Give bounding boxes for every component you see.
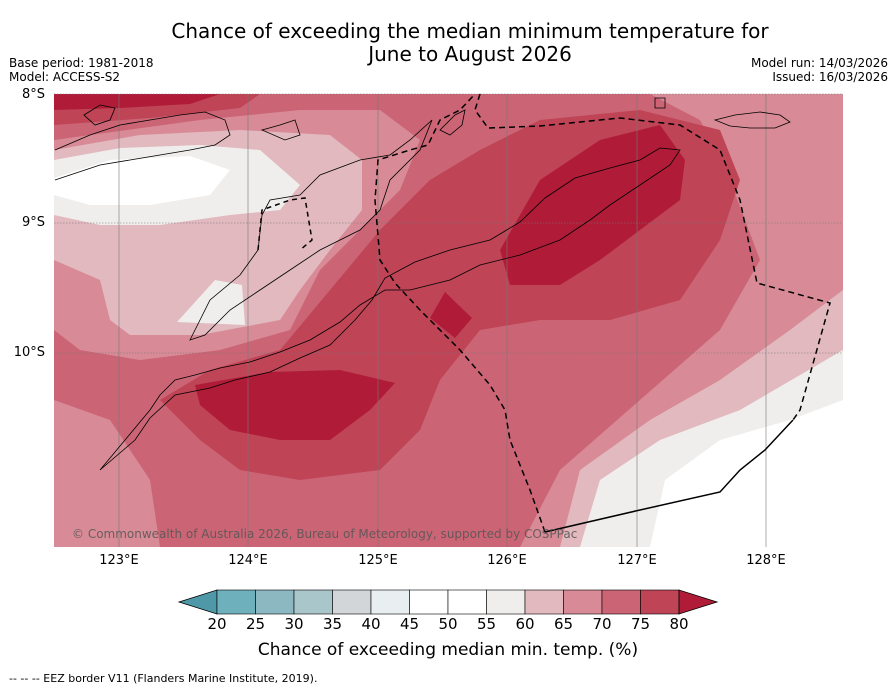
contour-80-small	[430, 292, 472, 338]
colorbar-tick-label: 80	[669, 615, 689, 633]
map-title-line-2: June to August 2026	[368, 42, 572, 66]
colorbar-arrow-low	[177, 589, 218, 615]
colorbar-arrow-high	[678, 589, 719, 615]
contour-55-60-inland	[177, 280, 245, 325]
gridlines	[54, 93, 843, 547]
colorbar-tick-label: 20	[207, 615, 227, 633]
lon-label-128e: 128°E	[746, 553, 786, 568]
colorbar-tick-label: 25	[245, 615, 266, 633]
colorbar-tick-label: 50	[438, 615, 458, 633]
lon-label-127e: 127°E	[617, 553, 657, 568]
colorbar-tick-label: 65	[553, 615, 574, 633]
lon-label-126e: 126°E	[487, 553, 527, 568]
lon-label-125e: 125°E	[358, 553, 398, 568]
colorbar-tick-label: 40	[361, 615, 381, 633]
colorbar-tick-label: 55	[476, 615, 497, 633]
eez-footnote: -- -- -- EEZ border V11 (Flanders Marine…	[9, 672, 318, 685]
colorbar-segment	[255, 589, 295, 615]
lat-label-9s: 9°S	[21, 215, 45, 230]
probability-contours	[54, 94, 843, 547]
model-run: Model run: 14/03/2026	[750, 56, 888, 70]
colorbar-segment	[640, 589, 680, 615]
colorbar	[177, 589, 719, 615]
colorbar-tick-label: 35	[322, 615, 343, 633]
colorbar-segment	[293, 589, 333, 615]
contour-80-north	[54, 94, 220, 110]
contour-80-south	[195, 370, 395, 440]
colorbar-tick-label: 70	[592, 615, 612, 633]
contour-50-55-southeast	[650, 400, 843, 547]
colorbar-tick-label: 45	[399, 615, 420, 633]
issued-date: Issued: 16/03/2026	[772, 70, 888, 84]
colorbar-segment	[486, 589, 526, 615]
colorbar-tick-label: 75	[630, 615, 651, 633]
copyright-notice: © Commonwealth of Australia 2026, Bureau…	[72, 527, 577, 541]
coastlines	[54, 97, 791, 471]
colorbar-label: Chance of exceeding median min. temp. (%…	[257, 640, 639, 660]
lat-label-8s: 8°S	[21, 87, 45, 102]
colorbar-tick-label: 30	[284, 615, 304, 633]
lon-label-124e: 124°E	[228, 553, 268, 568]
colorbar-segment	[447, 589, 487, 615]
colorbar-segment	[370, 589, 410, 615]
colorbar-tick-label: 60	[515, 615, 535, 633]
contour-65-70-southwest	[54, 400, 160, 547]
contour-50-55-inner	[80, 160, 170, 202]
lat-label-10s: 10°S	[13, 345, 45, 360]
colorbar-segment	[563, 589, 603, 615]
base-period: Base period: 1981-2018	[9, 56, 154, 70]
colorbar-segment	[332, 589, 372, 615]
colorbar-segment	[601, 589, 641, 615]
map-title-line-1: Chance of exceeding the median minimum t…	[171, 19, 769, 43]
colorbar-segment	[409, 589, 449, 615]
model-name: Model: ACCESS-S2	[9, 70, 121, 84]
colorbar-segment	[216, 589, 256, 615]
colorbar-segment	[524, 589, 564, 615]
lon-label-123e: 123°E	[99, 553, 139, 568]
eez-border	[257, 93, 831, 533]
